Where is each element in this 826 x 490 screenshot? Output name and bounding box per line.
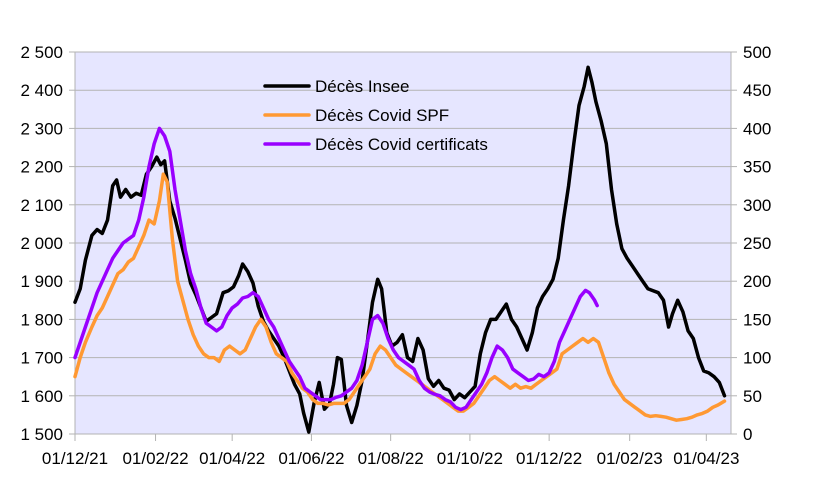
legend: Décès Insee Décès Covid SPF Décès Covid ce… xyxy=(263,77,488,154)
y-left-tick-label: 1 700 xyxy=(20,349,63,368)
y-left-tick-label: 2 300 xyxy=(20,119,63,138)
y-right-tick-label: 500 xyxy=(743,43,771,62)
y-left-tick-label: 2 500 xyxy=(20,43,63,62)
y-left-tick-label: 1 900 xyxy=(20,272,63,291)
y-right-tick-label: 250 xyxy=(743,234,771,253)
y-right-tick-label: 350 xyxy=(743,158,771,177)
y-right-tick-label: 300 xyxy=(743,196,771,215)
legend-label: Décès Covid certificats xyxy=(315,135,488,154)
x-tick-label: 01/02/22 xyxy=(122,449,188,468)
y-left-tick-label: 1 500 xyxy=(20,425,63,444)
x-tick-label: 01/12/22 xyxy=(516,449,582,468)
y-left-tick-label: 2 400 xyxy=(20,81,63,100)
y-left-tick-label: 2 000 xyxy=(20,234,63,253)
y-right-tick-label: 50 xyxy=(743,387,762,406)
series-lines xyxy=(73,65,727,434)
y-right-tick-label: 450 xyxy=(743,81,771,100)
x-tick-label: 01/04/23 xyxy=(673,449,739,468)
legend-label: Décès Covid SPF xyxy=(315,106,449,125)
series-line-0 xyxy=(73,65,727,434)
y-left-tick-label: 1 600 xyxy=(20,387,63,406)
x-tick-label: 01/08/22 xyxy=(358,449,424,468)
gridlines xyxy=(75,51,731,435)
y-right-tick-label: 100 xyxy=(743,349,771,368)
axes: 1 500 0 1 600 50 1 700 100 1 800 150 1 900 200 2 0… xyxy=(20,43,771,468)
y-right-tick-label: 150 xyxy=(743,310,771,329)
x-tick-label: 01/12/21 xyxy=(42,449,108,468)
x-tick-label: 01/04/22 xyxy=(199,449,265,468)
legend-label: Décès Insee xyxy=(315,77,410,96)
x-tick-label: 01/02/23 xyxy=(597,449,663,468)
series-line-1 xyxy=(73,172,727,422)
y-right-tick-label: 400 xyxy=(743,119,771,138)
y-left-tick-label: 2 100 xyxy=(20,196,63,215)
y-right-tick-label: 200 xyxy=(743,272,771,291)
x-tick-label: 01/06/22 xyxy=(278,449,344,468)
y-left-tick-label: 2 200 xyxy=(20,158,63,177)
y-right-tick-label: 0 xyxy=(743,425,752,444)
y-left-tick-label: 1 800 xyxy=(20,310,63,329)
x-tick-label: 01/10/22 xyxy=(437,449,503,468)
series-line-2 xyxy=(73,126,599,412)
